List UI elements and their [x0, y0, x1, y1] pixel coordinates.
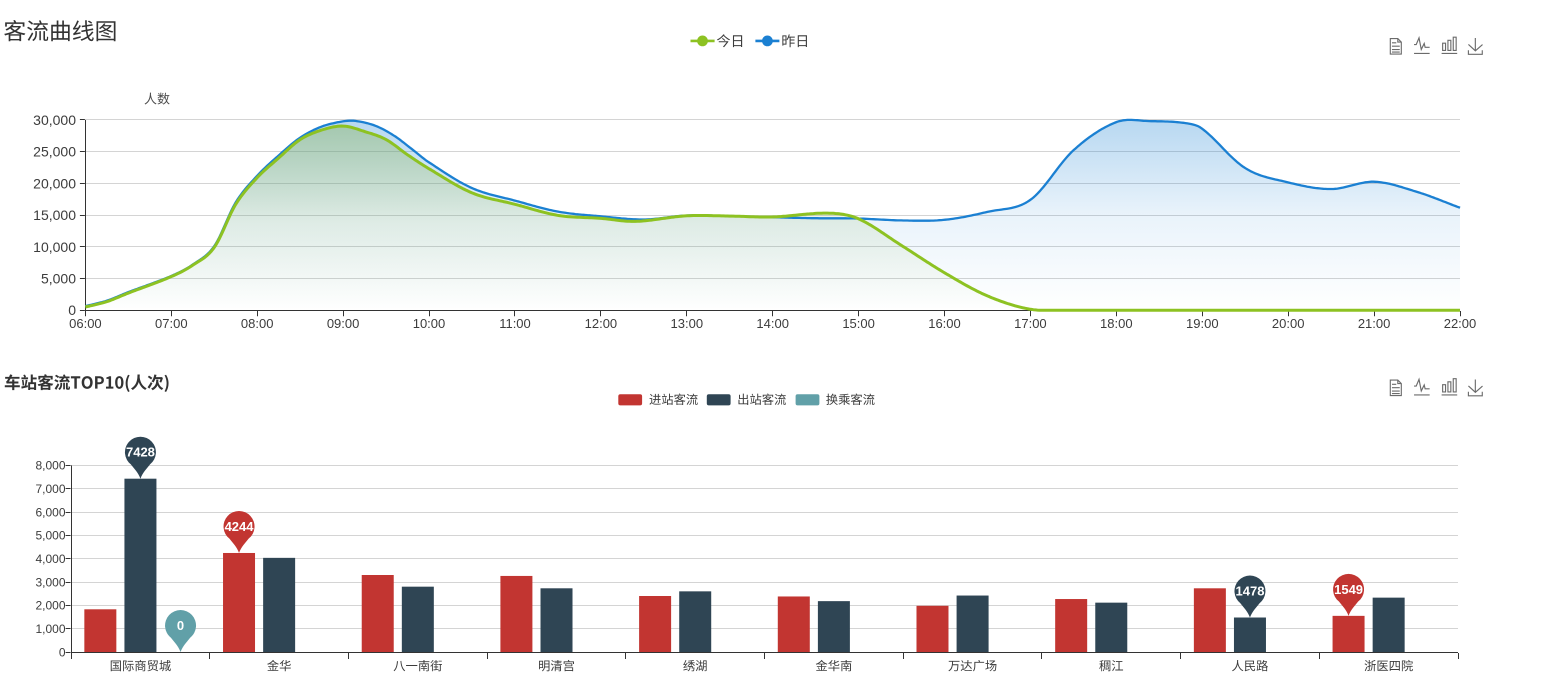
svg-text:12:00: 12:00 — [585, 316, 618, 331]
svg-text:4,000: 4,000 — [35, 552, 65, 566]
svg-text:3,000: 3,000 — [35, 575, 65, 589]
svg-text:7428: 7428 — [126, 445, 155, 460]
svg-text:5,000: 5,000 — [35, 529, 65, 543]
svg-text:20:00: 20:00 — [1272, 316, 1305, 331]
svg-text:11:00: 11:00 — [499, 316, 531, 331]
svg-text:0: 0 — [177, 618, 184, 633]
svg-text:19:00: 19:00 — [1186, 316, 1219, 331]
svg-text:15:00: 15:00 — [842, 316, 875, 331]
svg-text:1,000: 1,000 — [35, 622, 65, 636]
svg-text:0: 0 — [59, 645, 66, 659]
svg-text:16:00: 16:00 — [928, 316, 961, 331]
svg-text:08:00: 08:00 — [241, 316, 274, 331]
svg-text:1549: 1549 — [1334, 582, 1363, 597]
svg-text:8,000: 8,000 — [35, 459, 65, 473]
svg-text:2,000: 2,000 — [35, 599, 65, 613]
svg-text:07:00: 07:00 — [155, 316, 188, 331]
svg-text:30,000: 30,000 — [33, 112, 76, 128]
svg-text:14:00: 14:00 — [756, 316, 789, 331]
svg-text:10,000: 10,000 — [33, 239, 76, 255]
svg-text:13:00: 13:00 — [671, 316, 704, 331]
svg-text:25,000: 25,000 — [33, 144, 76, 160]
svg-text:5,000: 5,000 — [41, 271, 76, 287]
svg-text:4244: 4244 — [225, 519, 255, 534]
svg-text:20,000: 20,000 — [33, 175, 76, 191]
svg-text:17:00: 17:00 — [1014, 316, 1047, 331]
svg-text:09:00: 09:00 — [327, 316, 360, 331]
svg-text:18:00: 18:00 — [1100, 316, 1133, 331]
svg-text:1478: 1478 — [1235, 584, 1264, 599]
svg-text:22:00: 22:00 — [1444, 316, 1477, 331]
svg-text:21:00: 21:00 — [1358, 316, 1391, 331]
svg-text:6,000: 6,000 — [35, 505, 65, 519]
svg-text:7,000: 7,000 — [35, 482, 65, 496]
svg-text:0: 0 — [68, 302, 76, 318]
svg-text:10:00: 10:00 — [413, 316, 446, 331]
svg-text:15,000: 15,000 — [33, 207, 76, 223]
svg-text:06:00: 06:00 — [69, 316, 102, 331]
